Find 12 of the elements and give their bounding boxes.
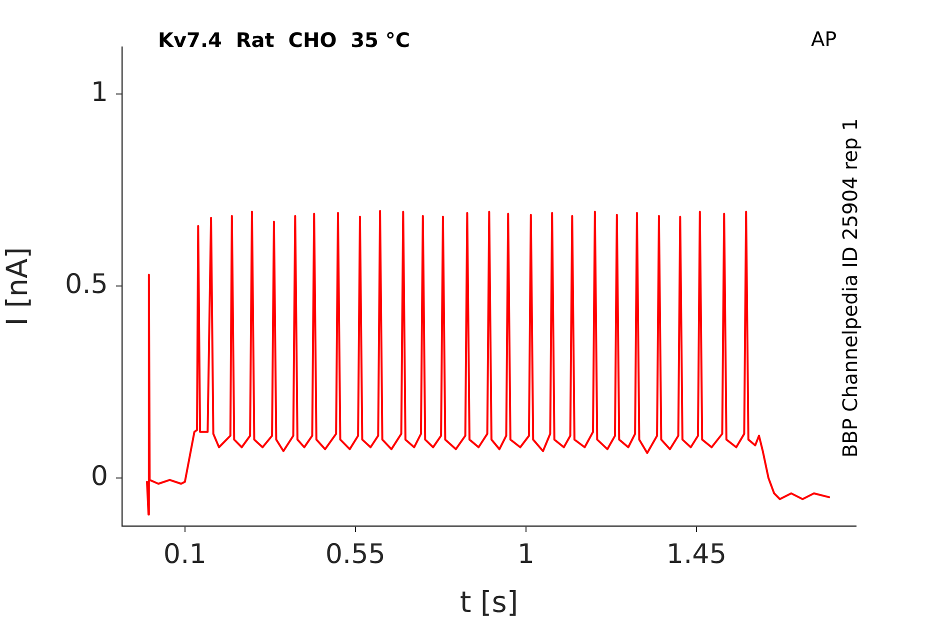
x-axis-title: t [s] <box>460 585 518 620</box>
x-tick-label: 0.55 <box>325 539 386 570</box>
y-tick-label: 0 <box>90 461 108 492</box>
y-tick-label: 1 <box>90 76 108 108</box>
y-tick-label: 0.5 <box>65 268 108 300</box>
annotation: BBP Channelpedia ID 25904 rep 1 <box>838 118 862 458</box>
y-axis-title: I [nA] <box>0 247 34 326</box>
annotation: AP <box>811 27 837 51</box>
chart-title: Kv7.4 Rat CHO 35 °C <box>158 28 410 52</box>
x-tick-label: 1.45 <box>666 539 727 570</box>
x-tick-label: 0.1 <box>163 539 206 570</box>
x-tick-label: 1 <box>517 539 535 570</box>
